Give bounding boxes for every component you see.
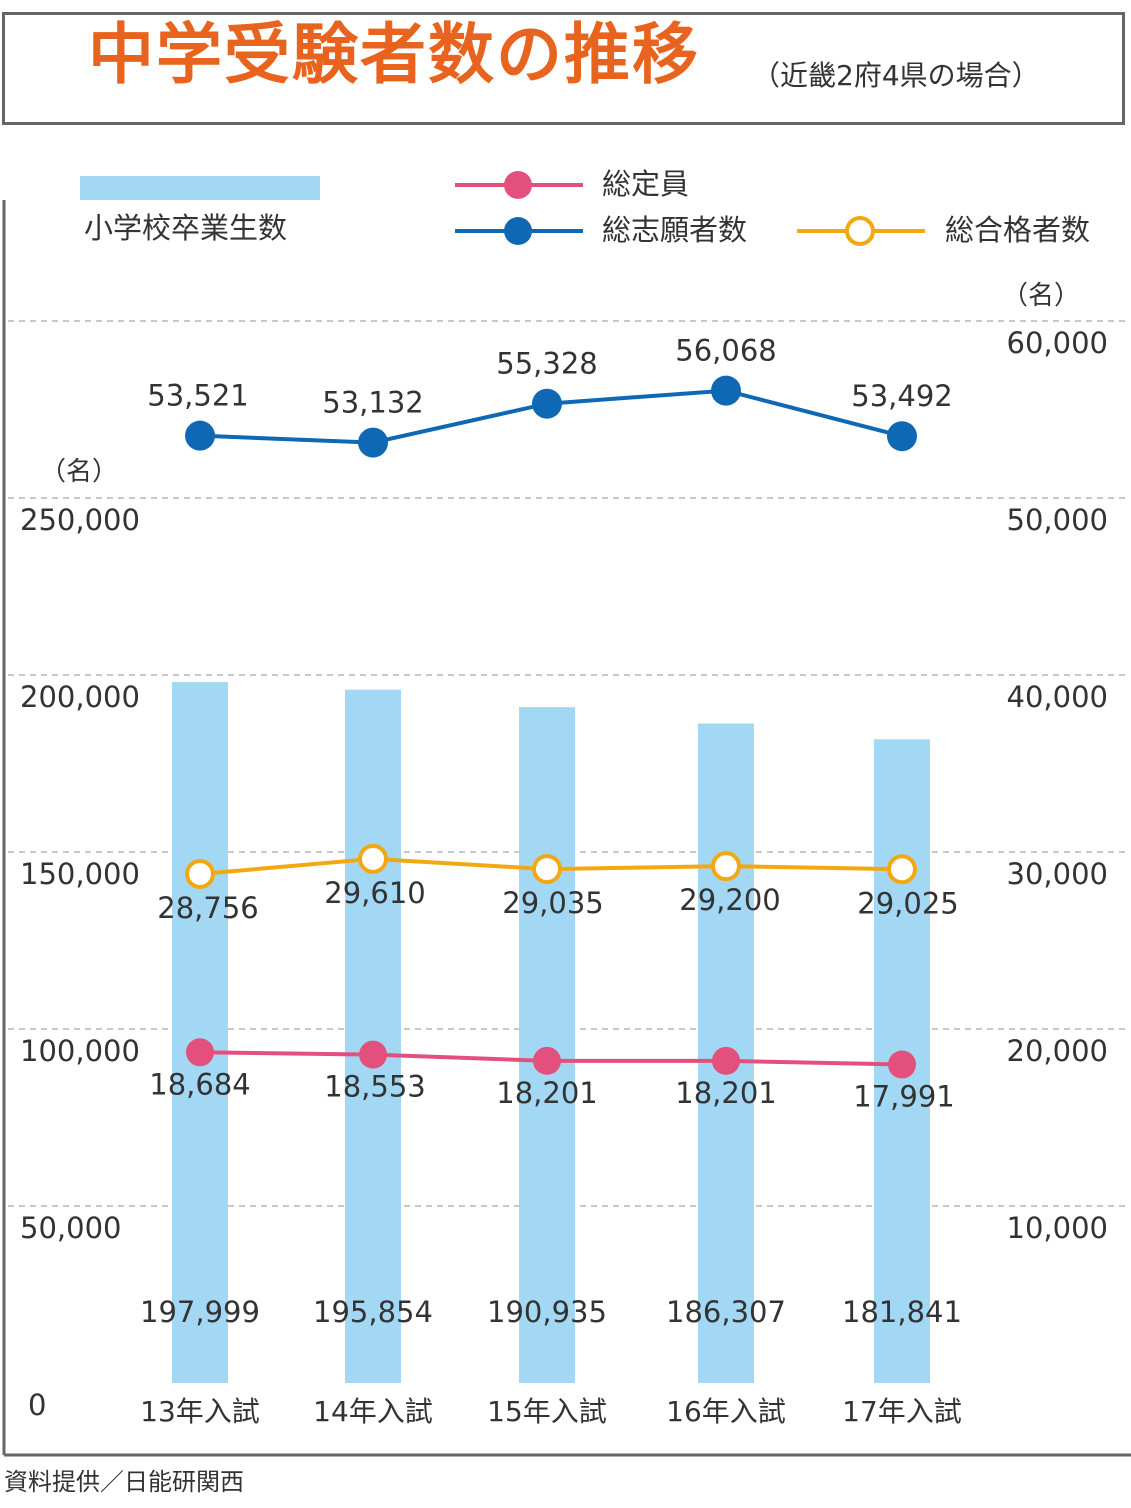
applicants-data-label: 55,328 bbox=[496, 347, 597, 381]
passed-marker bbox=[187, 861, 213, 887]
capacity-data-label: 18,201 bbox=[675, 1076, 776, 1110]
applicants-data-label: 56,068 bbox=[675, 334, 776, 368]
applicants-marker bbox=[532, 389, 562, 419]
capacity-data-label: 18,553 bbox=[324, 1070, 425, 1104]
passed-marker bbox=[534, 856, 560, 882]
left-axis-tick-label: 50,000 bbox=[20, 1211, 121, 1245]
capacity-marker bbox=[359, 1041, 387, 1069]
bar-data-label: 197,999 bbox=[140, 1295, 260, 1329]
left-axis-tick-label: 100,000 bbox=[20, 1034, 140, 1068]
left-axis-tick-label: 200,000 bbox=[20, 680, 140, 714]
credit: 資料提供／日能研関西 bbox=[4, 1470, 244, 1494]
right-axis-tick-label: 20,000 bbox=[1007, 1034, 1108, 1068]
x-axis-tick-label: 14年入試 bbox=[313, 1395, 433, 1428]
passed-data-label: 29,610 bbox=[324, 876, 425, 910]
capacity-data-label: 17,991 bbox=[853, 1080, 954, 1114]
capacity-data-label: 18,201 bbox=[496, 1076, 597, 1110]
capacity-marker bbox=[888, 1051, 916, 1079]
bar-data-label: 186,307 bbox=[666, 1295, 786, 1329]
applicants-data-label: 53,521 bbox=[147, 379, 248, 413]
left-axis-tick-label: 150,000 bbox=[20, 857, 140, 891]
legend: 小学校卒業生数 総定員 総志願者数 総合格者数 bbox=[80, 167, 1090, 247]
legend-graduates: 小学校卒業生数 bbox=[84, 211, 287, 245]
right-axis-tick-label: 50,000 bbox=[1007, 503, 1108, 537]
left-axis-tick-label: 0 bbox=[28, 1388, 46, 1422]
passed-marker bbox=[713, 853, 739, 879]
legend-passed: 総合格者数 bbox=[945, 213, 1090, 247]
right-axis-tick-label: 10,000 bbox=[1007, 1211, 1108, 1245]
x-axis-tick-label: 16年入試 bbox=[666, 1395, 786, 1428]
right-axis-unit: （名） bbox=[1002, 281, 1080, 311]
passed-data-label: 29,200 bbox=[679, 883, 780, 917]
left-axis-tick-label: 250,000 bbox=[20, 503, 140, 537]
applicants-marker bbox=[185, 421, 215, 451]
bar-data-label: 190,935 bbox=[487, 1295, 607, 1329]
capacity-marker bbox=[186, 1038, 214, 1066]
bar bbox=[172, 682, 228, 1383]
left-axis-unit: （名） bbox=[40, 457, 118, 487]
x-axis-tick-label: 13年入試 bbox=[140, 1395, 260, 1428]
x-axis-tick-label: 15年入試 bbox=[487, 1395, 607, 1428]
passed-data-label: 28,756 bbox=[157, 891, 258, 925]
right-axis-tick-label: 30,000 bbox=[1007, 857, 1108, 891]
passed-data-label: 29,025 bbox=[857, 886, 958, 920]
x-axis-tick-label: 17年入試 bbox=[842, 1395, 962, 1428]
legend-bar-swatch bbox=[80, 176, 320, 200]
right-axis-tick-label: 60,000 bbox=[1007, 326, 1108, 360]
bar-data-label: 181,841 bbox=[842, 1295, 962, 1329]
applicants-data-label: 53,132 bbox=[322, 386, 423, 420]
capacity-data-label: 18,684 bbox=[149, 1067, 250, 1101]
passed-data-label: 29,035 bbox=[502, 886, 603, 920]
applicants-marker bbox=[887, 421, 917, 451]
passed-marker bbox=[889, 856, 915, 882]
capacity-marker bbox=[712, 1047, 740, 1075]
passed-marker bbox=[360, 846, 386, 872]
legend-capacity-marker bbox=[504, 171, 532, 199]
bar bbox=[345, 690, 401, 1383]
bar-series bbox=[172, 682, 930, 1383]
legend-applicants-marker bbox=[504, 217, 532, 245]
bar-data-label: 195,854 bbox=[313, 1295, 433, 1329]
legend-capacity: 総定員 bbox=[602, 167, 689, 201]
legend-passed-marker bbox=[847, 218, 873, 244]
applicants-marker bbox=[358, 428, 388, 458]
applicants-data-label: 53,492 bbox=[851, 379, 952, 413]
capacity-marker bbox=[533, 1047, 561, 1075]
right-axis-tick-label: 40,000 bbox=[1007, 680, 1108, 714]
applicants-marker bbox=[711, 376, 741, 406]
bar bbox=[519, 707, 575, 1383]
legend-applicants: 総志願者数 bbox=[602, 213, 747, 247]
